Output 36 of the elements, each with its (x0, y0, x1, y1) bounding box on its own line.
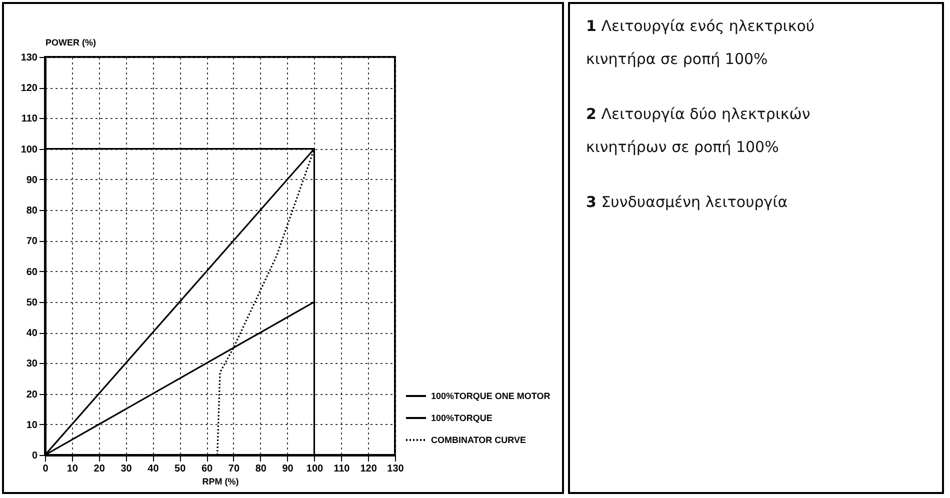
y-tick-label: 30 (26, 358, 38, 370)
x-tick-label: 0 (42, 464, 49, 474)
x-tick-label: 10 (66, 464, 78, 474)
y-axis-title: POWER (%) (46, 38, 96, 48)
y-tick-label: 0 (32, 450, 38, 462)
x-tick-label: 110 (334, 464, 350, 474)
text: 2 Λειτουργία δύο ηλεκτρικών κινητήρων σε ροπή 100% (586, 104, 812, 158)
text: 1 Λειτουργία ενός ηλεκτρικού κινητήρα σε ροπή 100% (586, 16, 816, 70)
y-tick-label: 20 (26, 389, 38, 400)
y-tick-label: 60 (26, 266, 38, 278)
x-tick-label: 80 (255, 464, 267, 474)
x-tick-label: 130 (387, 464, 404, 474)
x-tick-label: 100 (306, 464, 324, 474)
x-tick-label: 20 (94, 464, 106, 474)
y-tick-label: 110 (21, 114, 38, 125)
y-tick-label: 50 (26, 297, 38, 308)
y-tick-label: 70 (26, 236, 38, 248)
text: 3 Συνδυασμένη λειτουργία (586, 192, 789, 213)
x-tick-label: 70 (228, 464, 240, 474)
x-tick-label: 90 (282, 464, 294, 474)
y-tick-label: 10 (26, 420, 38, 431)
y-tick-label: 90 (26, 174, 38, 186)
legend-label: COMBINATOR CURVE (431, 435, 526, 445)
y-tick-label: 130 (20, 52, 38, 64)
y-tick-label: 40 (26, 328, 38, 340)
legend-label: 100%TORQUE (431, 413, 492, 423)
x-tick-label: 120 (360, 464, 378, 474)
y-tick-label: 100 (20, 144, 38, 156)
x-tick-label: 30 (120, 464, 132, 474)
x-tick-label: 60 (201, 464, 214, 474)
y-tick-label: 80 (26, 206, 38, 217)
x-tick-label: 50 (174, 464, 186, 474)
legend-label: 100%TORQUE ONE MOTOR (431, 391, 551, 401)
x-tick-label: 40 (148, 464, 160, 474)
y-tick-label: 120 (20, 83, 38, 94)
x-axis-title: RPM (%) (202, 476, 239, 486)
